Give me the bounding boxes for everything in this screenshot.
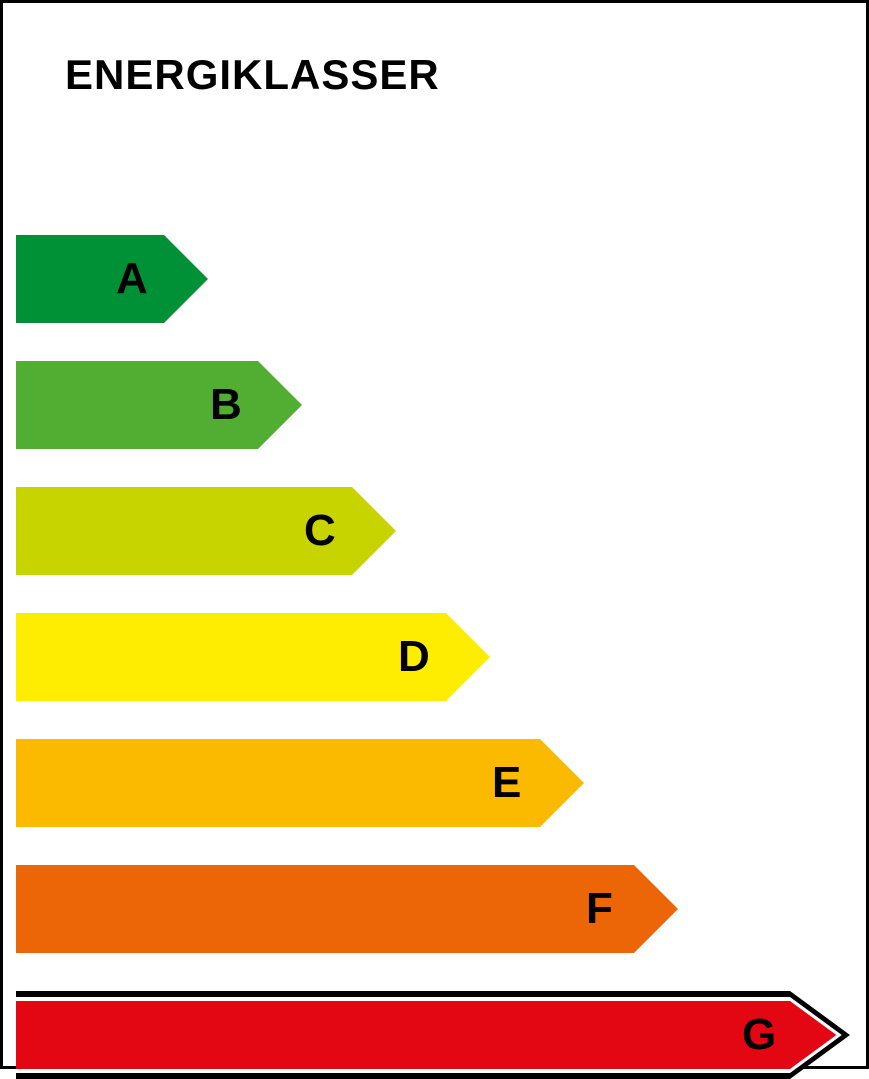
energy-class-label-d: D	[398, 632, 430, 682]
energy-class-label-f: F	[586, 884, 613, 934]
energy-class-arrow-d: D	[16, 613, 490, 701]
energy-class-label-e: E	[492, 758, 521, 808]
energy-class-arrow-e: E	[16, 739, 584, 827]
energy-class-label-c: C	[304, 506, 336, 556]
energy-class-arrow-c: C	[16, 487, 396, 575]
energy-class-arrow-b: B	[16, 361, 302, 449]
energy-class-label-g: G	[742, 1010, 776, 1060]
energy-class-label-a: A	[116, 254, 148, 304]
energy-class-arrow-a: A	[16, 235, 208, 323]
title: ENERGIKLASSER	[65, 51, 440, 99]
energy-class-arrow-f: F	[16, 865, 678, 953]
energy-class-arrow-g: G	[16, 991, 850, 1079]
energy-label-frame: ENERGIKLASSER A B C D E F G	[0, 0, 869, 1069]
energy-class-label-b: B	[210, 380, 242, 430]
